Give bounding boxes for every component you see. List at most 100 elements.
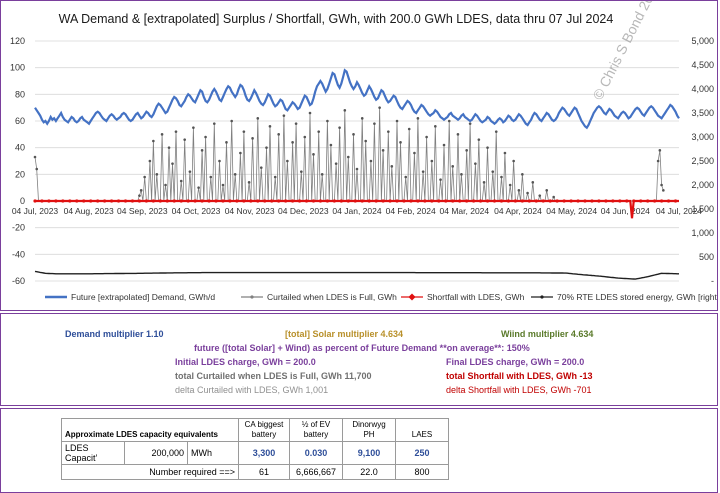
curtailed-point — [373, 122, 376, 125]
x-tick-label: 04 Sep, 2023 — [117, 206, 168, 216]
shortfall-point — [263, 199, 267, 203]
shortfall-point — [207, 199, 211, 203]
shortfall-point — [228, 199, 232, 203]
x-tick-label: 04 Aug, 2023 — [64, 206, 114, 216]
total-curtailed: total Curtailed when LDES is Full, GWh 1… — [175, 371, 372, 381]
shortfall-point — [158, 199, 162, 203]
shortfall-point — [109, 199, 114, 203]
capacity-value: 200,000 — [124, 441, 188, 465]
info-panel: Demand multiplier 1.10 [total] Solar mul… — [0, 313, 718, 406]
curtailed-point — [230, 119, 233, 123]
shortfall-point — [318, 199, 323, 203]
left-tick-label: -20 — [12, 223, 25, 233]
curtailed-point — [171, 162, 174, 165]
curtailed-point — [265, 146, 268, 149]
shortfall-point — [311, 199, 316, 203]
curtailed-point — [251, 137, 254, 140]
curtailed-point — [660, 183, 663, 187]
shortfall-point — [569, 199, 573, 203]
shortfall-point — [632, 199, 636, 203]
shortfall-point — [666, 199, 671, 203]
delta-shortfall: delta Shortfall with LDES, GWh -701 — [446, 385, 592, 395]
curtailed-point — [334, 162, 338, 165]
shortfall-point — [527, 199, 531, 203]
cell-laes: 250 — [395, 441, 449, 465]
curtailed-point — [300, 170, 303, 173]
right-tick-label: 4,500 — [691, 60, 714, 70]
curtailed-point — [517, 189, 521, 192]
legend-marker — [250, 295, 254, 299]
shortfall-point — [513, 199, 517, 203]
right-tick-label: 3,000 — [691, 132, 714, 142]
shortfall-point — [653, 199, 657, 203]
shortfall-point — [179, 199, 183, 203]
delta-curtailed: delta Curtailed with LDES, GWh 1,001 — [175, 385, 329, 395]
curtailed-point — [326, 119, 329, 123]
curtailed-point — [512, 159, 515, 163]
legend-label: Future [extrapolated] Demand, GWh/d — [71, 292, 215, 302]
header-ev-battery: ½ of EV battery — [289, 418, 343, 442]
future-percent: future ([total Solar] + Wind) as percent… — [194, 343, 530, 353]
x-tick-label: 04 Apr, 2024 — [494, 206, 542, 216]
curtailed-point — [552, 195, 555, 199]
shortfall-point — [520, 199, 524, 203]
curtailed-point — [268, 125, 272, 128]
curtailed-point — [247, 181, 251, 184]
curtailed-point — [273, 175, 277, 179]
shortfall-point — [89, 199, 93, 203]
right-tick-label: 2,500 — [691, 156, 714, 166]
shortfall-point — [409, 199, 413, 203]
total-shortfall: total Shortfall with LDES, GWh -13 — [446, 371, 593, 381]
curtailed-point — [395, 119, 399, 123]
final-ldes: Final LDES charge, GWh = 200.0 — [446, 357, 585, 367]
shortfall-point — [353, 199, 357, 203]
shortfall-point — [165, 199, 169, 203]
shortfall-point — [465, 199, 469, 203]
shortfall-point — [506, 199, 511, 203]
curtailed-point — [404, 175, 408, 179]
curtailed-point — [387, 130, 390, 133]
right-tick-label: 500 — [699, 252, 714, 262]
shortfall-point — [451, 199, 455, 203]
shortfall-point — [304, 199, 309, 203]
curtailed-point — [355, 167, 359, 171]
curtailed-point — [139, 189, 143, 192]
x-tick-label: 04 Oct, 2023 — [172, 206, 221, 216]
shortfall-point — [33, 199, 37, 203]
curtailed-point — [526, 191, 529, 195]
shortfall-point — [673, 199, 678, 203]
shortfall-point — [492, 199, 497, 203]
curtailed-point — [256, 117, 260, 120]
curtailed-point — [338, 126, 341, 129]
curtailed-point — [434, 125, 437, 128]
curtailed-point — [138, 194, 141, 197]
shortfall-point — [611, 199, 615, 203]
left-tick-label: 20 — [15, 169, 25, 179]
curtailed-point — [303, 135, 307, 139]
left-tick-label: 120 — [10, 36, 25, 46]
curtailed-point — [521, 173, 524, 176]
curtailed-point — [148, 159, 152, 163]
curtailed-point — [320, 173, 324, 176]
left-tick-label: 40 — [15, 143, 25, 153]
table-title: Approximate LDES capacity equivalents — [61, 418, 239, 442]
capacity-table: Approximate LDES capacity equivalents CA… — [61, 418, 449, 480]
demand-multiplier: Demand multiplier 1.10 — [65, 329, 164, 339]
curtailed-point — [416, 117, 420, 120]
curtailed-point — [658, 149, 662, 152]
curtailed-point — [656, 159, 660, 163]
curtailed-point — [188, 170, 192, 173]
curtailed-point — [474, 162, 477, 165]
shortfall-point — [284, 199, 288, 203]
left-tick-label: 100 — [10, 63, 25, 73]
curtailed-point — [212, 122, 216, 125]
shortfall-point — [325, 199, 330, 203]
shortfall-point — [541, 199, 545, 203]
chart-svg: WA Demand & [extrapolated] Surplus / Sho… — [10, 1, 719, 302]
curtailed-point — [192, 126, 195, 129]
curtailed-point — [291, 141, 294, 144]
legend-marker — [408, 293, 416, 301]
right-tick-label: 4,000 — [691, 84, 714, 94]
initial-ldes: Initial LDES charge, GWh = 200.0 — [175, 357, 316, 367]
curtailed-point — [421, 170, 425, 173]
